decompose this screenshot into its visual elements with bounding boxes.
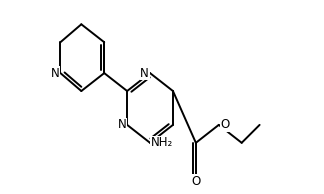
Text: O: O xyxy=(191,175,201,188)
Text: NH₂: NH₂ xyxy=(151,136,173,149)
Text: O: O xyxy=(220,118,230,131)
Text: N: N xyxy=(140,67,149,80)
Text: N: N xyxy=(117,118,126,131)
Text: N: N xyxy=(51,67,59,80)
